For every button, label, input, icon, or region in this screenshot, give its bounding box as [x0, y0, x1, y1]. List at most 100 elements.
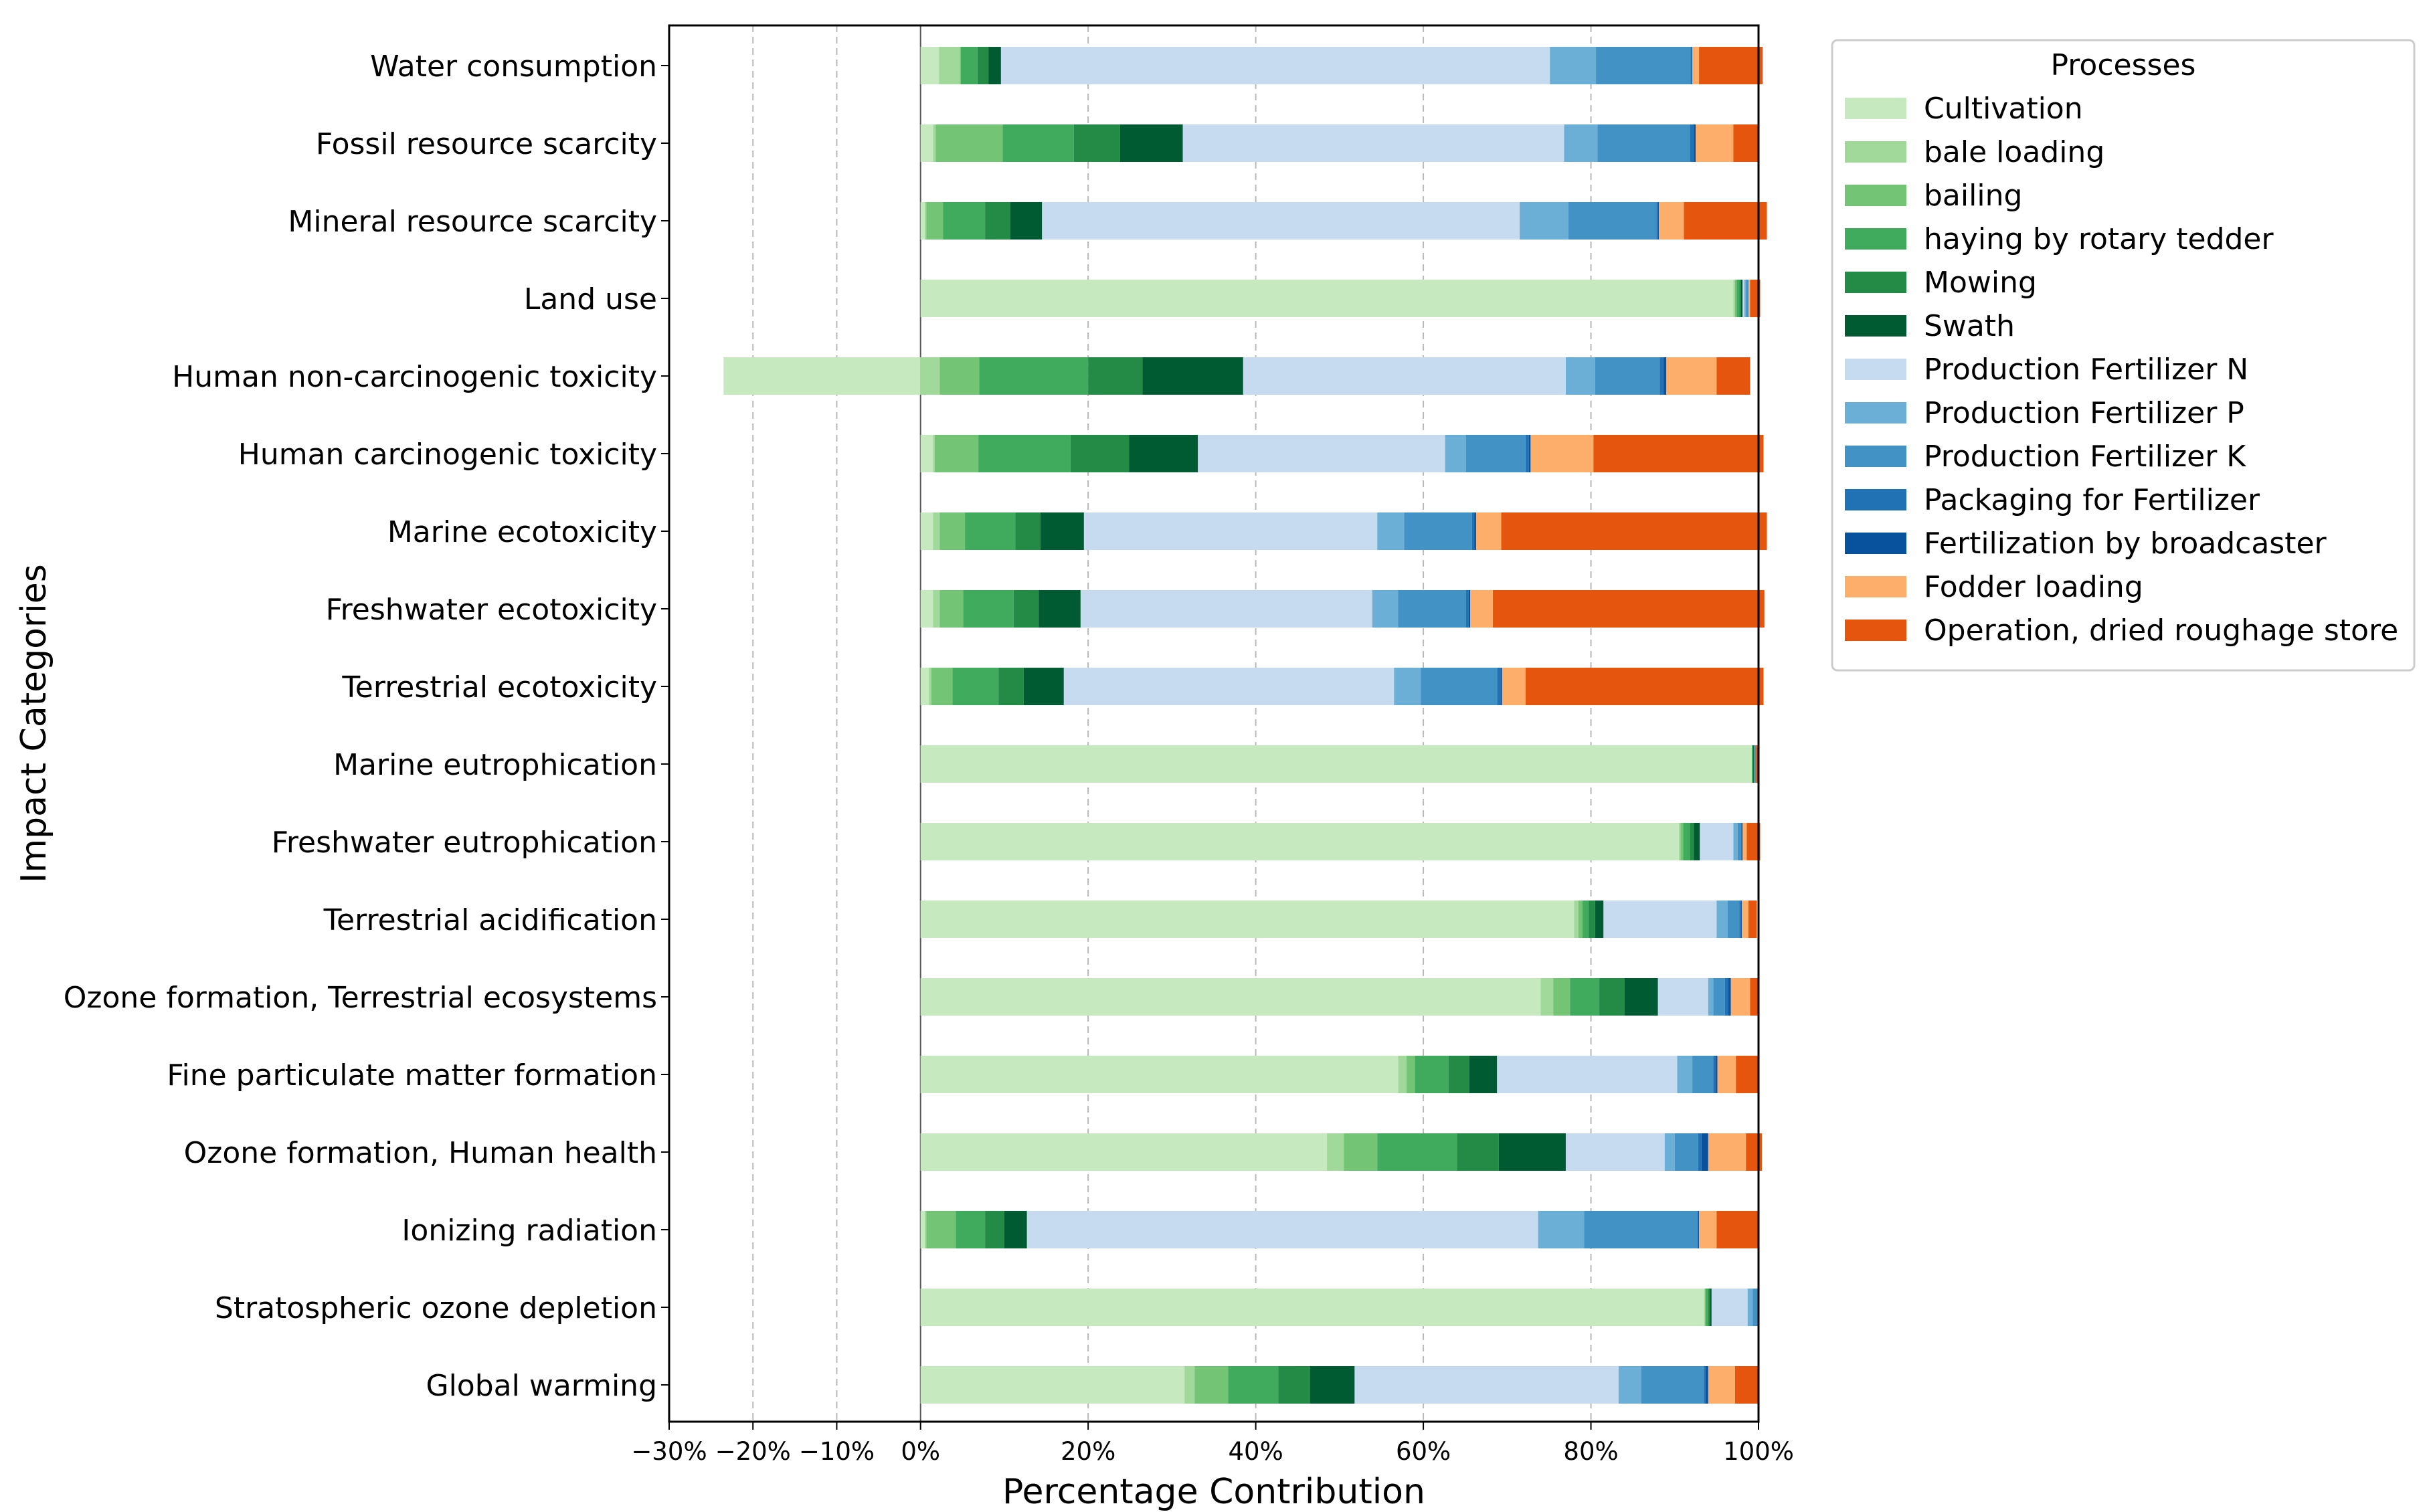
bar-human-carcinogenic-toxicity-swath	[1129, 435, 1198, 472]
bar-freshwater-eutrophication-bailing	[1680, 823, 1684, 860]
bar-mineral-resource-scarcity-bale-loading	[924, 202, 927, 240]
y-axis-title: Impact Categories	[14, 564, 54, 883]
bar-human-carcinogenic-toxicity-production-fertilizer-n	[1198, 435, 1445, 472]
bar-ozone-formation-human-health-swath	[1498, 1133, 1566, 1171]
bar-fine-particulate-matter-formation-operation-dried-roughage-store	[1736, 1056, 1758, 1093]
legend-label: Production Fertilizer P	[1924, 396, 2244, 430]
bar-global-warming-production-fertilizer-n	[1354, 1366, 1619, 1404]
category-label: Terrestrial acidification	[323, 903, 657, 937]
bar-water-consumption-bailing	[960, 47, 961, 84]
bar-marine-eutrophication-mowing	[1752, 745, 1754, 783]
bar-ozone-formation-human-health-mowing	[1457, 1133, 1499, 1171]
bar-ozone-formation-human-health-cultivation	[920, 1133, 1328, 1171]
bar-freshwater-eutrophication-haying-by-rotary-tedder	[1683, 823, 1690, 860]
bar-ionizing-radiation-fodder-loading	[1699, 1211, 1717, 1248]
bar-ozone-formation-human-health-bale-loading	[1327, 1133, 1344, 1171]
bar-freshwater-ecotoxicity-production-fertilizer-p	[1372, 590, 1399, 628]
bar-ionizing-radiation-operation-dried-roughage-store	[1716, 1211, 1759, 1248]
bar-marine-ecotoxicity-production-fertilizer-p	[1377, 512, 1405, 550]
bar-human-non-carcinogenic-toxicity-production-fertilizer-k	[1595, 357, 1660, 395]
y-axis: Water consumption Fossil resource scarcit…	[64, 50, 669, 1403]
bar-stratospheric-ozone-depletion-production-fertilizer-n	[1711, 1289, 1748, 1326]
bar-global-warming-production-fertilizer-p	[1618, 1366, 1641, 1404]
x-tick-label: 20%	[1061, 1437, 1115, 1466]
bar-fine-particulate-matter-formation-production-fertilizer-p	[1677, 1056, 1693, 1093]
bar-global-warming-operation-dried-roughage-store	[1734, 1366, 1760, 1404]
bar-human-carcinogenic-toxicity-fodder-loading	[1530, 435, 1594, 472]
bar-human-carcinogenic-toxicity-operation-dried-roughage-store	[1593, 435, 1764, 472]
bar-mineral-resource-scarcity-fodder-loading	[1658, 202, 1684, 240]
bar-terrestrial-acidification-bale-loading	[1574, 901, 1579, 938]
bar-freshwater-ecotoxicity-production-fertilizer-n	[1080, 590, 1372, 628]
legend-label: Cultivation	[1924, 92, 2083, 126]
bar-fossil-resource-scarcity-mowing	[1073, 124, 1120, 162]
bar-marine-ecotoxicity-production-fertilizer-k	[1404, 512, 1472, 550]
bar-marine-ecotoxicity-operation-dried-roughage-store	[1501, 512, 1767, 550]
bar-terrestrial-ecotoxicity-production-fertilizer-p	[1394, 668, 1421, 705]
bar-freshwater-ecotoxicity-swath	[1039, 590, 1081, 628]
bar-ionizing-radiation-fertilization-by-broadcaster	[1698, 1211, 1700, 1248]
bar-global-warming-bale-loading	[1184, 1366, 1195, 1404]
x-tick-label: 100%	[1723, 1437, 1794, 1466]
bar-marine-ecotoxicity-fodder-loading	[1475, 512, 1502, 550]
legend-label: haying by rotary tedder	[1924, 222, 2274, 256]
legend-swatch-fodder-loading	[1845, 576, 1906, 597]
legend-swatch-bailing	[1845, 185, 1906, 206]
bar-human-carcinogenic-toxicity-haying-by-rotary-tedder	[978, 435, 1071, 472]
legend-swatch-fertilization-by-broadcaster	[1845, 533, 1906, 554]
bar-terrestrial-acidification-operation-dried-roughage-store	[1748, 901, 1757, 938]
bar-mineral-resource-scarcity-mowing	[985, 202, 1010, 240]
bar-marine-ecotoxicity-bailing	[939, 512, 966, 550]
bar-terrestrial-acidification-bailing	[1578, 901, 1583, 938]
bar-terrestrial-acidification-swath	[1595, 901, 1604, 938]
bar-freshwater-ecotoxicity-mowing	[1013, 590, 1039, 628]
bar-freshwater-eutrophication-production-fertilizer-n	[1700, 823, 1734, 860]
bars	[723, 47, 1767, 1404]
bar-human-non-carcinogenic-toxicity-production-fertilizer-n	[1243, 357, 1566, 395]
bar-ozone-formation-human-health-fertilization-by-broadcaster	[1701, 1133, 1708, 1171]
bar-fine-particulate-matter-formation-production-fertilizer-k	[1692, 1056, 1714, 1093]
bar-ionizing-radiation-swath	[1004, 1211, 1027, 1248]
legend: Processes Cultivation bale loading bailing…	[1831, 39, 2416, 672]
bar-terrestrial-acidification-fodder-loading	[1741, 901, 1748, 938]
bar-land-use-swath	[1740, 280, 1743, 317]
category-label: Global warming	[426, 1369, 657, 1403]
x-tick-label: 60%	[1396, 1437, 1451, 1466]
bar-global-warming-fodder-loading	[1708, 1366, 1735, 1404]
legend-frame	[1831, 39, 2416, 672]
bar-marine-ecotoxicity-cultivation	[920, 512, 933, 550]
bar-water-consumption-operation-dried-roughage-store	[1699, 47, 1763, 84]
legend-label: bailing	[1924, 179, 2022, 213]
bar-fine-particulate-matter-formation-fodder-loading	[1717, 1056, 1736, 1093]
category-label: Land use	[524, 282, 657, 316]
legend-swatch-production-fertilizer-k	[1845, 446, 1906, 467]
bar-human-non-carcinogenic-toxicity-operation-dried-roughage-store	[1716, 357, 1750, 395]
bar-water-consumption-production-fertilizer-k	[1596, 47, 1691, 84]
bar-ozone-formation-terrestrial-ecosystems-cultivation	[920, 978, 1541, 1016]
category-label: Ozone formation, Human health	[184, 1136, 657, 1170]
category-label: Freshwater eutrophication	[272, 826, 657, 860]
bar-terrestrial-ecotoxicity-bailing	[931, 668, 953, 705]
bar-freshwater-eutrophication-production-fertilizer-k	[1737, 823, 1741, 860]
bar-ionizing-radiation-mowing	[985, 1211, 1004, 1248]
bar-freshwater-eutrophication-cultivation	[920, 823, 1680, 860]
bar-terrestrial-ecotoxicity-production-fertilizer-n	[1063, 668, 1395, 705]
bar-stratospheric-ozone-depletion-production-fertilizer-k	[1752, 1289, 1759, 1326]
bar-terrestrial-ecotoxicity-fertilization-by-broadcaster	[1500, 668, 1502, 705]
bar-ozone-formation-terrestrial-ecosystems-production-fertilizer-k	[1713, 978, 1725, 1016]
bar-land-use-fodder-loading	[1748, 280, 1750, 317]
bar-terrestrial-acidification-production-fertilizer-p	[1716, 901, 1728, 938]
bar-fine-particulate-matter-formation-production-fertilizer-n	[1497, 1056, 1678, 1093]
bar-marine-eutrophication-production-fertilizer-k	[1755, 745, 1757, 783]
legend-swatch-haying-by-rotary-tedder	[1845, 228, 1906, 250]
legend-swatch-bale-loading	[1845, 141, 1906, 163]
bar-human-non-carcinogenic-toxicity-packaging-for-fertilizer	[1659, 357, 1664, 395]
bar-human-carcinogenic-toxicity-mowing	[1070, 435, 1130, 472]
bar-freshwater-ecotoxicity-bailing	[939, 590, 964, 628]
bar-freshwater-ecotoxicity-cultivation	[920, 590, 933, 628]
bar-freshwater-eutrophication-operation-dried-roughage-store	[1746, 823, 1761, 860]
bar-stratospheric-ozone-depletion-bailing	[1704, 1289, 1706, 1326]
bar-ionizing-radiation-production-fertilizer-p	[1538, 1211, 1585, 1248]
bar-terrestrial-acidification-production-fertilizer-k	[1727, 901, 1740, 938]
category-label: Human carcinogenic toxicity	[238, 438, 657, 472]
